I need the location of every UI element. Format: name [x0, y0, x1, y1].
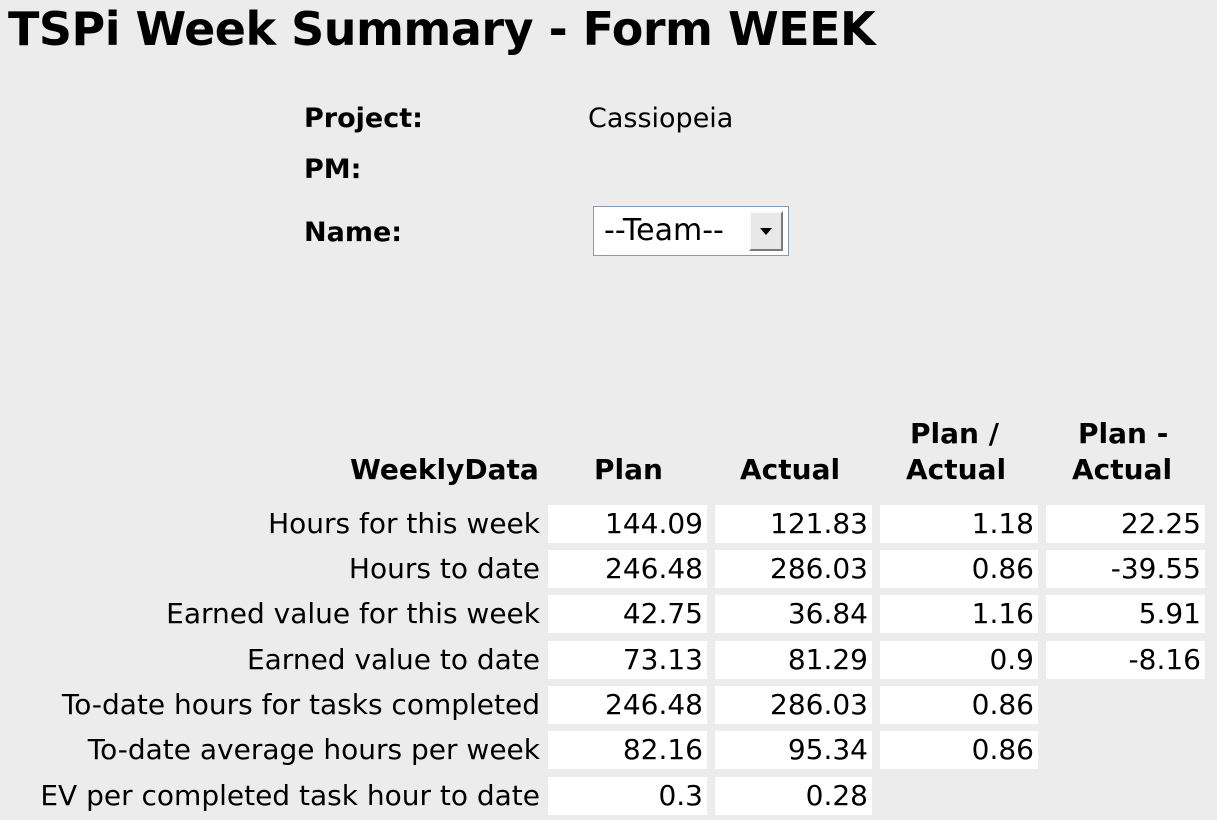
cell-actual: 95.34 — [715, 731, 872, 769]
header-plan-over-actual-line2: Actual — [906, 453, 1007, 486]
name-select-value: --Team-- — [604, 213, 724, 248]
project-value: Cassiopeia — [588, 103, 734, 134]
cell-actual: 286.03 — [715, 686, 872, 724]
row-label: Earned value to date — [246, 643, 540, 676]
row-label: To-date hours for tasks completed — [61, 688, 540, 721]
cell-actual: 286.03 — [715, 550, 872, 588]
cell-actual: 81.29 — [715, 641, 872, 679]
cell-plan-over-actual: 1.16 — [880, 595, 1038, 633]
chevron-down-icon[interactable] — [749, 211, 783, 251]
header-actual: Actual — [740, 453, 841, 486]
header-plan-minus-actual-line1: Plan - — [1078, 417, 1169, 450]
cell-actual: 121.83 — [715, 505, 872, 543]
cell-plan-minus-actual: -8.16 — [1046, 641, 1205, 679]
header-plan: Plan — [594, 453, 663, 486]
cell-plan-over-actual: 0.86 — [880, 550, 1038, 588]
cell-plan: 73.13 — [548, 641, 707, 679]
header-weekly-data: WeeklyData — [350, 453, 539, 486]
cell-plan: 42.75 — [548, 595, 707, 633]
cell-plan-minus-actual: 22.25 — [1046, 505, 1205, 543]
cell-plan-minus-actual: 5.91 — [1046, 595, 1205, 633]
cell-plan: 144.09 — [548, 505, 707, 543]
cell-plan-over-actual: 0.86 — [880, 686, 1038, 724]
cell-actual: 36.84 — [715, 595, 872, 633]
row-label: To-date average hours per week — [87, 733, 540, 766]
project-label: Project: — [304, 103, 423, 134]
cell-plan: 246.48 — [548, 686, 707, 724]
row-label: Earned value for this week — [166, 597, 540, 630]
cell-plan-minus-actual: -39.55 — [1046, 550, 1205, 588]
row-label: Hours for this week — [268, 507, 540, 540]
cell-plan-over-actual: 0.9 — [880, 641, 1038, 679]
cell-plan: 246.48 — [548, 550, 707, 588]
row-label: EV per completed task hour to date — [40, 779, 540, 812]
pm-label: PM: — [304, 154, 362, 185]
row-label: Hours to date — [348, 552, 540, 585]
cell-plan: 82.16 — [548, 731, 707, 769]
page-title: TSPi Week Summary - Form WEEK — [8, 2, 876, 56]
cell-plan-over-actual: 1.18 — [880, 505, 1038, 543]
name-label: Name: — [304, 217, 403, 248]
cell-actual: 0.28 — [715, 777, 872, 815]
cell-plan: 0.3 — [548, 777, 707, 815]
header-plan-minus-actual-line2: Actual — [1072, 453, 1173, 486]
cell-plan-over-actual: 0.86 — [880, 731, 1038, 769]
header-plan-over-actual-line1: Plan / — [910, 417, 999, 450]
name-select[interactable]: --Team-- — [593, 206, 789, 256]
